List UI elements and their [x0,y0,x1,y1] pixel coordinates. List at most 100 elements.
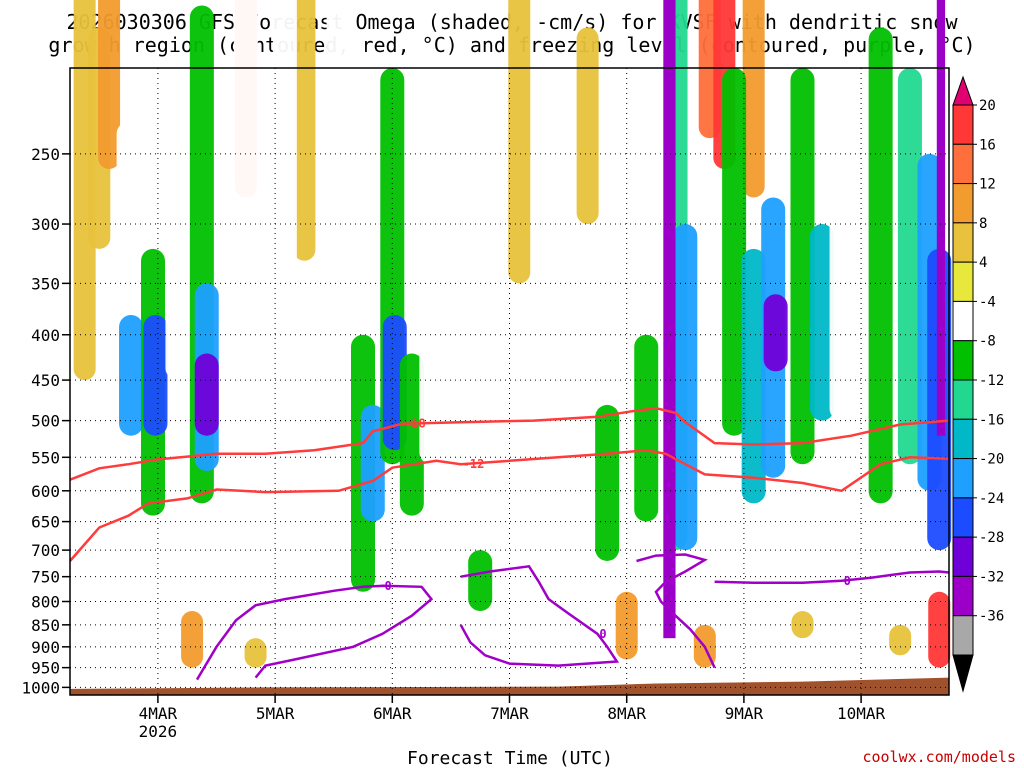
omega-cell-positive [928,591,951,668]
omega-cell-positive [576,27,599,225]
colorbar-top-arrow [952,75,974,106]
freezing-level-contour-label: 0 [668,575,675,589]
omega-cell-negative [194,353,219,436]
omega-cell-negative [272,0,297,284]
omega-cell-negative [468,550,493,612]
freezing-level-contour-label: 0 [599,627,606,641]
y-tick-label: 900 [31,638,60,657]
colorbar-label: -28 [979,530,1004,546]
x-tick-label: 7MAR [490,704,529,723]
omega-core-band-1 [663,0,676,639]
ground-surface [70,677,949,695]
colorbar-swatch [952,418,974,460]
omega-core-band-2 [936,0,946,436]
omega-cell-negative [419,224,444,465]
colorbar-swatch [952,104,974,145]
omega-cell-negative [143,315,168,436]
x-tick-label: 8MAR [607,704,646,723]
colorbar-label: -32 [979,569,1004,585]
freezing-level-contour [459,564,620,667]
freezing-level-contour-label: 0 [844,574,851,588]
colorbar-bottom-arrow [952,654,974,693]
omega-cell-positive [742,0,765,198]
omega-cell-negative [722,68,747,436]
contour-lines: -18 -12 0 0 0 0 [69,406,950,681]
omega-cell-negative [119,315,144,436]
y-tick-label: 750 [31,568,60,587]
freezing-level-contour [714,570,950,585]
omega-cell-positive [508,0,531,284]
dgz-contour-label: -12 [463,457,485,471]
x-tick-label: 10MAR [837,704,886,723]
credit-text: coolwx.com/models [862,748,1016,766]
colorbar-swatch [952,261,974,302]
omega-cell-negative [399,353,424,516]
ground-fill [70,677,949,695]
x-tick-label: 6MAR [373,704,412,723]
omega-cell-negative [165,153,190,381]
omega-cell-positive [98,0,121,169]
colorbar-label: 12 [979,177,996,193]
colorbar-label: -16 [979,412,1004,428]
omega-cell-negative [526,420,551,561]
colorbar-label: -12 [979,373,1004,389]
y-tick-label: 700 [31,541,60,560]
colorbar-swatch [952,575,974,617]
colorbar-label: -24 [979,491,1004,507]
y-tick-label: 950 [31,659,60,678]
y-tick-label: 250 [31,145,60,164]
y-tick-label: 400 [31,326,60,345]
dgz-contour-label: -18 [404,417,426,431]
colorbar-label: -8 [979,334,996,350]
x-tick-label: 5MAR [256,704,295,723]
colorbar-label: -4 [979,294,996,310]
omega-cell-positive [244,638,267,668]
y-tick-label: 650 [31,513,60,532]
freezing-level-contour [636,553,716,669]
omega-cell-negative [595,404,620,561]
y-tick-label: 850 [31,616,60,635]
y-tick-label: 300 [31,215,60,234]
colorbar-label: 8 [979,216,987,232]
omega-cell-negative [360,404,385,522]
x-year-label: 2026 [139,722,178,741]
colorbar-swatch [952,536,974,577]
omega-cell-positive [791,611,814,639]
omega-cell-negative [897,68,922,465]
y-tick-label: 1000 [21,678,60,697]
dgz-contour [69,448,950,562]
omega-cell-negative [673,224,698,551]
x-tick-label: 4MAR [139,704,178,723]
colorbar-label: 20 [979,98,996,114]
colorbar-swatch [952,340,974,381]
colorbar-label: -20 [979,452,1004,468]
omega-cell-negative [868,27,893,504]
y-tick-label: 550 [31,448,60,467]
freezing-level-contour [195,584,434,681]
colorbar-swatch [952,183,974,224]
x-tick-label: 9MAR [725,704,764,723]
y-tick-label: 600 [31,482,60,501]
omega-cell-negative [810,224,835,421]
colorbar-label: -36 [979,609,1004,625]
omega-cell-positive [889,624,912,656]
colorbar-swatch [952,379,974,420]
colorbar-swatch [952,143,974,185]
colorbar: 20 16 12 8 4 -4 -8 -12 -16 -20 -24 -28 -32 -36 [952,75,1004,693]
omega-cell-negative [233,0,258,354]
dgz-contour [69,406,950,481]
omega-cell-negative [829,68,854,421]
y-axis: 250 300 350 400 450 500 550 600 650 700 750 800 850 9… [21,145,70,697]
omega-cell-negative [326,0,351,261]
colorbar-swatch [952,615,974,656]
y-tick-label: 350 [31,274,60,293]
colorbar-swatch [952,458,974,499]
y-tick-label: 500 [31,412,60,431]
y-tick-label: 800 [31,593,60,612]
omega-cell-positive [293,0,316,261]
omega-cell-positive [181,611,204,668]
x-axis-label: Forecast Time (UTC) [407,748,613,768]
colorbar-swatch [952,222,974,263]
omega-cell-positive [615,591,638,660]
